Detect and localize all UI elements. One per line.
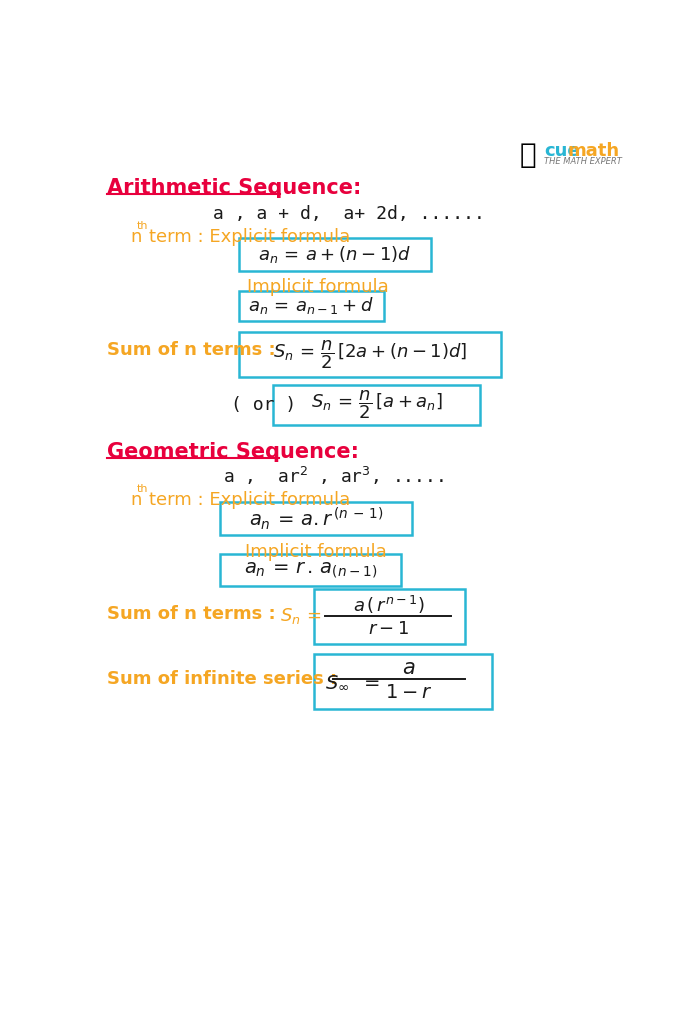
Text: $r - 1$: $r - 1$ — [368, 620, 409, 638]
Text: a , a + d,  a+ 2d, ......: a , a + d, a+ 2d, ...... — [212, 205, 485, 222]
Text: Sum of infinite series :: Sum of infinite series : — [107, 670, 337, 687]
Text: $a$: $a$ — [402, 658, 416, 678]
Text: n: n — [130, 491, 142, 509]
Text: THE MATH EXPERT: THE MATH EXPERT — [544, 156, 622, 166]
Text: 🚀: 🚀 — [520, 141, 537, 169]
Text: $a_n\,=\, a + ( n - 1)d$: $a_n\,=\, a + ( n - 1)d$ — [258, 244, 411, 264]
Text: Implicit formula: Implicit formula — [247, 278, 388, 295]
Text: th: th — [137, 484, 148, 494]
Text: Implicit formula: Implicit formula — [245, 543, 387, 562]
Text: cue: cue — [544, 142, 580, 161]
Text: $S_n\,=\,\dfrac{n}{2}\,[ a + a_n ]$: $S_n\,=\,\dfrac{n}{2}\,[ a + a_n ]$ — [311, 388, 443, 421]
Text: $a_n\, =\, r \,.\, a_{(n-1)}$: $a_n\, =\, r \,.\, a_{(n-1)}$ — [244, 561, 377, 579]
FancyBboxPatch shape — [220, 554, 401, 587]
Text: $1 - r$: $1 - r$ — [385, 683, 432, 702]
Text: $a_n\, =\, a.r^{\,(n\,-\,1)}$: $a_n\, =\, a.r^{\,(n\,-\,1)}$ — [249, 505, 383, 532]
FancyBboxPatch shape — [220, 501, 412, 535]
Text: term : Explicit formula: term : Explicit formula — [148, 227, 350, 246]
Text: a ,  ar$^2$ , ar$^3$, .....: a , ar$^2$ , ar$^3$, ..... — [223, 465, 443, 487]
FancyBboxPatch shape — [238, 238, 431, 271]
Text: $a_n\,=\, a_{n-1} + d$: $a_n\,=\, a_{n-1} + d$ — [249, 295, 375, 317]
Text: $S_n\,=\,\dfrac{n}{2}\,[ 2a + (n - 1)d ]$: $S_n\,=\,\dfrac{n}{2}\,[ 2a + (n - 1)d ]… — [272, 339, 466, 370]
Text: th: th — [137, 220, 148, 230]
Text: $S_n\,=$: $S_n\,=$ — [281, 606, 322, 627]
FancyBboxPatch shape — [314, 589, 465, 644]
FancyBboxPatch shape — [314, 654, 492, 709]
FancyBboxPatch shape — [238, 290, 384, 321]
FancyBboxPatch shape — [272, 385, 480, 425]
Text: $a \,(\, r^{n-1})$: $a \,(\, r^{n-1})$ — [353, 594, 425, 615]
Text: $S_{\infty}\;\;=$: $S_{\infty}\;\;=$ — [326, 672, 381, 691]
Text: Sum of n terms :: Sum of n terms : — [107, 605, 275, 623]
Text: ( or ): ( or ) — [231, 396, 296, 415]
Text: term : Explicit formula: term : Explicit formula — [148, 491, 350, 509]
FancyBboxPatch shape — [238, 332, 501, 377]
Text: n: n — [130, 227, 142, 246]
Text: Sum of n terms :: Sum of n terms : — [107, 341, 275, 359]
Text: math: math — [567, 142, 619, 161]
Text: Geometric Sequence:: Geometric Sequence: — [107, 441, 359, 461]
Text: Arithmetic Sequence:: Arithmetic Sequence: — [107, 178, 361, 199]
